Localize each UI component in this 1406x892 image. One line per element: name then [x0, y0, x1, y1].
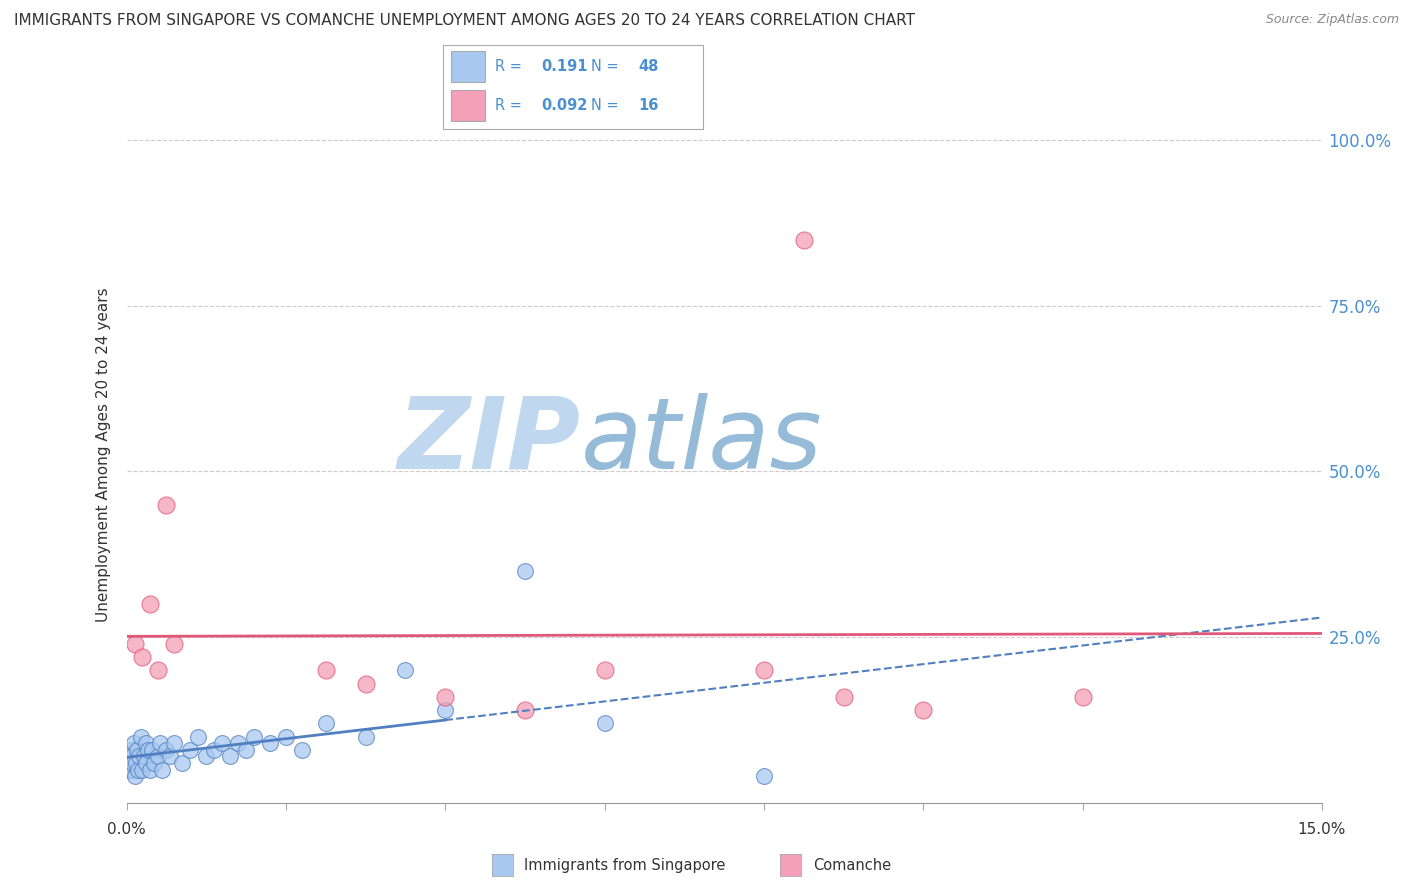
Text: 48: 48	[638, 59, 658, 74]
Bar	[451, 52, 485, 82]
Point	[434, 703, 457, 717]
Point	[243, 730, 266, 744]
Point	[148, 663, 170, 677]
Point	[149, 736, 172, 750]
Point	[593, 663, 616, 677]
Point	[179, 743, 201, 757]
Point	[128, 749, 150, 764]
Point	[155, 743, 177, 757]
Y-axis label: Unemployment Among Ages 20 to 24 years: Unemployment Among Ages 20 to 24 years	[96, 287, 111, 623]
Point	[195, 749, 218, 764]
Point	[274, 730, 297, 744]
Point	[124, 769, 146, 783]
Point	[513, 564, 536, 578]
Bar	[451, 90, 485, 120]
Point	[291, 743, 314, 757]
Text: Source: ZipAtlas.com: Source: ZipAtlas.com	[1265, 13, 1399, 27]
Point	[127, 763, 149, 777]
Point	[122, 736, 145, 750]
Point	[135, 736, 157, 750]
Point	[163, 736, 186, 750]
Point	[121, 749, 143, 764]
Point	[141, 743, 163, 757]
Point	[1071, 690, 1094, 704]
Point	[315, 716, 337, 731]
Point	[912, 703, 935, 717]
Point	[752, 663, 775, 677]
Point	[139, 597, 162, 611]
Point	[172, 756, 194, 770]
Point	[793, 233, 815, 247]
Text: 0.191: 0.191	[541, 59, 588, 74]
Text: 16: 16	[638, 98, 658, 113]
Point	[124, 637, 146, 651]
Point	[131, 650, 153, 665]
Point	[135, 756, 157, 770]
Point	[354, 676, 377, 690]
Point	[235, 743, 257, 757]
Point	[132, 749, 155, 764]
Point	[148, 749, 170, 764]
Text: IMMIGRANTS FROM SINGAPORE VS COMANCHE UNEMPLOYMENT AMONG AGES 20 TO 24 YEARS COR: IMMIGRANTS FROM SINGAPORE VS COMANCHE UN…	[14, 13, 915, 29]
Point	[513, 703, 536, 717]
Text: R =: R =	[495, 98, 522, 113]
Point	[150, 763, 174, 777]
Point	[394, 663, 416, 677]
Point	[832, 690, 855, 704]
Text: N =: N =	[591, 59, 619, 74]
Point	[118, 756, 141, 770]
Point	[143, 756, 166, 770]
Point	[129, 730, 152, 744]
Text: 0.092: 0.092	[541, 98, 588, 113]
Point	[122, 756, 145, 770]
Point	[354, 730, 377, 744]
Point	[211, 736, 233, 750]
Point	[155, 498, 177, 512]
Text: ZIP: ZIP	[398, 392, 581, 490]
Point	[139, 763, 162, 777]
Text: Comanche: Comanche	[813, 858, 891, 872]
Text: 15.0%: 15.0%	[1298, 822, 1346, 837]
Point	[131, 763, 153, 777]
Point	[120, 743, 142, 757]
Point	[315, 663, 337, 677]
Text: Immigrants from Singapore: Immigrants from Singapore	[524, 858, 725, 872]
Point	[125, 743, 148, 757]
Point	[752, 769, 775, 783]
Point	[202, 743, 225, 757]
Point	[187, 730, 209, 744]
Point	[159, 749, 181, 764]
Point	[118, 749, 141, 764]
Text: atlas: atlas	[581, 392, 823, 490]
Point	[163, 637, 186, 651]
Point	[434, 690, 457, 704]
Text: N =: N =	[591, 98, 619, 113]
Point	[593, 716, 616, 731]
Point	[120, 763, 142, 777]
Point	[125, 756, 148, 770]
Point	[226, 736, 249, 750]
Point	[259, 736, 281, 750]
Text: R =: R =	[495, 59, 522, 74]
Point	[136, 743, 159, 757]
Point	[118, 763, 141, 777]
Point	[219, 749, 242, 764]
Text: 0.0%: 0.0%	[107, 822, 146, 837]
